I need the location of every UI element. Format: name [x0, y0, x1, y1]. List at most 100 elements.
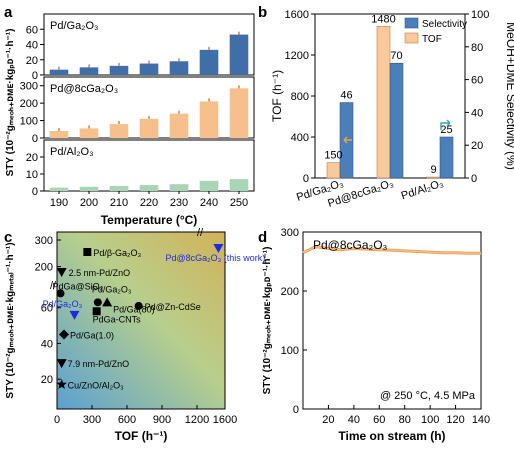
x-axis-title: TOF (h⁻¹) — [115, 429, 168, 443]
axis-break-mark: // — [50, 280, 57, 292]
selectivity-bar — [389, 62, 404, 179]
x-tick-label: 240 — [200, 197, 218, 209]
bar — [79, 67, 99, 75]
x-tick-label: Pd/Al₂O₃ — [400, 177, 445, 202]
y-tick-label: 0 — [32, 133, 38, 145]
bar — [109, 124, 129, 138]
bar — [169, 61, 189, 75]
y-tick-label: 200 — [20, 98, 38, 110]
y-tick-label: 10 — [26, 169, 38, 181]
point-label: Pd/Ga₂O₃ — [92, 284, 132, 294]
bar — [139, 118, 159, 138]
left-axis-arrow — [343, 136, 352, 144]
selectivity-bar — [439, 136, 454, 179]
x-tick-label: 0 — [54, 414, 60, 426]
x-tick-label: 100 — [421, 414, 439, 426]
bar — [229, 34, 249, 75]
x-tick-label: 120 — [446, 414, 464, 426]
point-label: Pd/β-Ga₂O₃ — [93, 248, 141, 258]
y-tick-label: 0 — [32, 70, 38, 82]
y-tick-label: 300 — [35, 235, 53, 247]
selectivity-value-label: 46 — [340, 90, 352, 102]
scatter-point — [83, 248, 92, 256]
point-label: Pd/Ga₂O₃ — [43, 299, 83, 309]
scatter-point — [56, 289, 65, 298]
panel-letter-c: c — [4, 229, 12, 246]
legend-swatch-tof — [404, 32, 419, 44]
y-tick-label: 0 — [32, 186, 38, 198]
scatter-point — [102, 297, 113, 307]
point-label: Pd@Zn-CdSe — [145, 302, 201, 312]
scatter-point — [56, 379, 67, 389]
y-tick-label: 200 — [35, 262, 53, 274]
y2-tick-label: 40 — [471, 107, 483, 119]
point-label: 2.5 nm-Pd/ZnO — [69, 268, 131, 278]
bar — [199, 49, 219, 75]
bar — [109, 65, 129, 75]
y2-tick-label: 100 — [471, 9, 489, 21]
subplot-label: Pd@8cGa₂O₃ — [50, 83, 118, 95]
scatter-point — [213, 244, 224, 253]
x-tick-label: 230 — [170, 197, 188, 209]
bar — [199, 101, 219, 138]
panel-b-chart: 04008001200160002040608010015046Pd/Ga₂O₃… — [270, 9, 514, 210]
panel-a-chart: 0 20 40 60 Pd/Ga₂O₃ 0 100 200 300 Pd@8cGa₂O₃ 0 10 20… — [5, 13, 255, 227]
subplot-label: Pd/Al₂O₃ — [50, 146, 94, 158]
bar — [199, 180, 219, 191]
tof-bar — [326, 162, 341, 179]
selectivity-value-label: 70 — [390, 50, 402, 62]
selectivity-value-label: 25 — [440, 124, 452, 136]
scatter-point — [56, 268, 67, 277]
x-tick-label: 300 — [83, 414, 101, 426]
panel-c-chart: // // 20 40 60 200 300 0 300 600 900 1200 1600 Pd/β-G… — [5, 227, 265, 443]
y-tick-label: 40 — [41, 338, 53, 350]
y-tick-label: 0 — [293, 404, 299, 416]
y2-tick-label: 80 — [471, 42, 483, 54]
bar — [79, 128, 99, 138]
legend-swatch-selectivity — [404, 17, 419, 29]
bar — [109, 185, 129, 191]
bar — [49, 187, 69, 191]
scatter-point — [93, 298, 102, 307]
scatter-point — [56, 359, 67, 369]
x-tick-label: 210 — [110, 197, 128, 209]
y-tick-label: 1600 — [285, 9, 309, 21]
plot-area — [56, 231, 226, 410]
y-tick-label: 40 — [26, 40, 38, 52]
y-tick-label: 400 — [291, 132, 309, 144]
y2-tick-label: 20 — [471, 140, 483, 152]
tof-bar — [376, 25, 391, 179]
chart-title: Pd@8cGa₂O₃ — [313, 238, 388, 252]
tof-value-label: 150 — [324, 150, 342, 162]
x-tick-label: 220 — [140, 197, 158, 209]
x-tick-label: 200 — [80, 197, 98, 209]
x-tick-label: 190 — [50, 197, 68, 209]
bar — [139, 63, 159, 75]
point-label: Pd/Ga(1.0) — [70, 331, 114, 341]
y-tick-label: 20 — [26, 152, 38, 164]
scatter-point — [134, 301, 143, 310]
legend-label-selectivity: Selectivity — [422, 19, 467, 30]
bar — [169, 184, 189, 191]
y2-axis-title: MeOH+DME Selectivity (%) — [504, 22, 514, 170]
chart-annotation: @ 250 °C, 4.5 MPa — [380, 390, 476, 402]
x-tick-label: 600 — [118, 414, 136, 426]
y-tick-label: 1200 — [285, 50, 309, 62]
x-tick-label: 80 — [399, 414, 411, 426]
bar — [139, 185, 159, 191]
y-axis-title: STY (10⁻²gₘₑₒₕ₊ᴅᴍᴇ·kgₚᴅ⁻¹·h⁻¹) — [262, 247, 273, 395]
panel-letter-b: b — [258, 4, 267, 21]
legend-label-tof: TOF — [422, 34, 442, 45]
bar — [49, 69, 69, 75]
y-tick-label: 60 — [26, 24, 38, 36]
bar — [49, 131, 69, 138]
scatter-point — [59, 329, 69, 340]
y-tick-label: 100 — [20, 116, 38, 128]
tof-value-label: 9 — [430, 164, 436, 176]
x-tick-label: 40 — [348, 414, 360, 426]
y-tick-label: 100 — [281, 345, 299, 357]
panel-letter-d: d — [258, 229, 267, 246]
y-axis-title: STY (10⁻²gₘₑₒₕ₊ᴅᴍᴇ·kgₘₑₜₐₗ⁻¹·h⁻¹) — [5, 242, 16, 398]
point-label: 7.9 nm-Pd/ZnO — [68, 359, 130, 369]
plot-frame — [302, 231, 482, 410]
